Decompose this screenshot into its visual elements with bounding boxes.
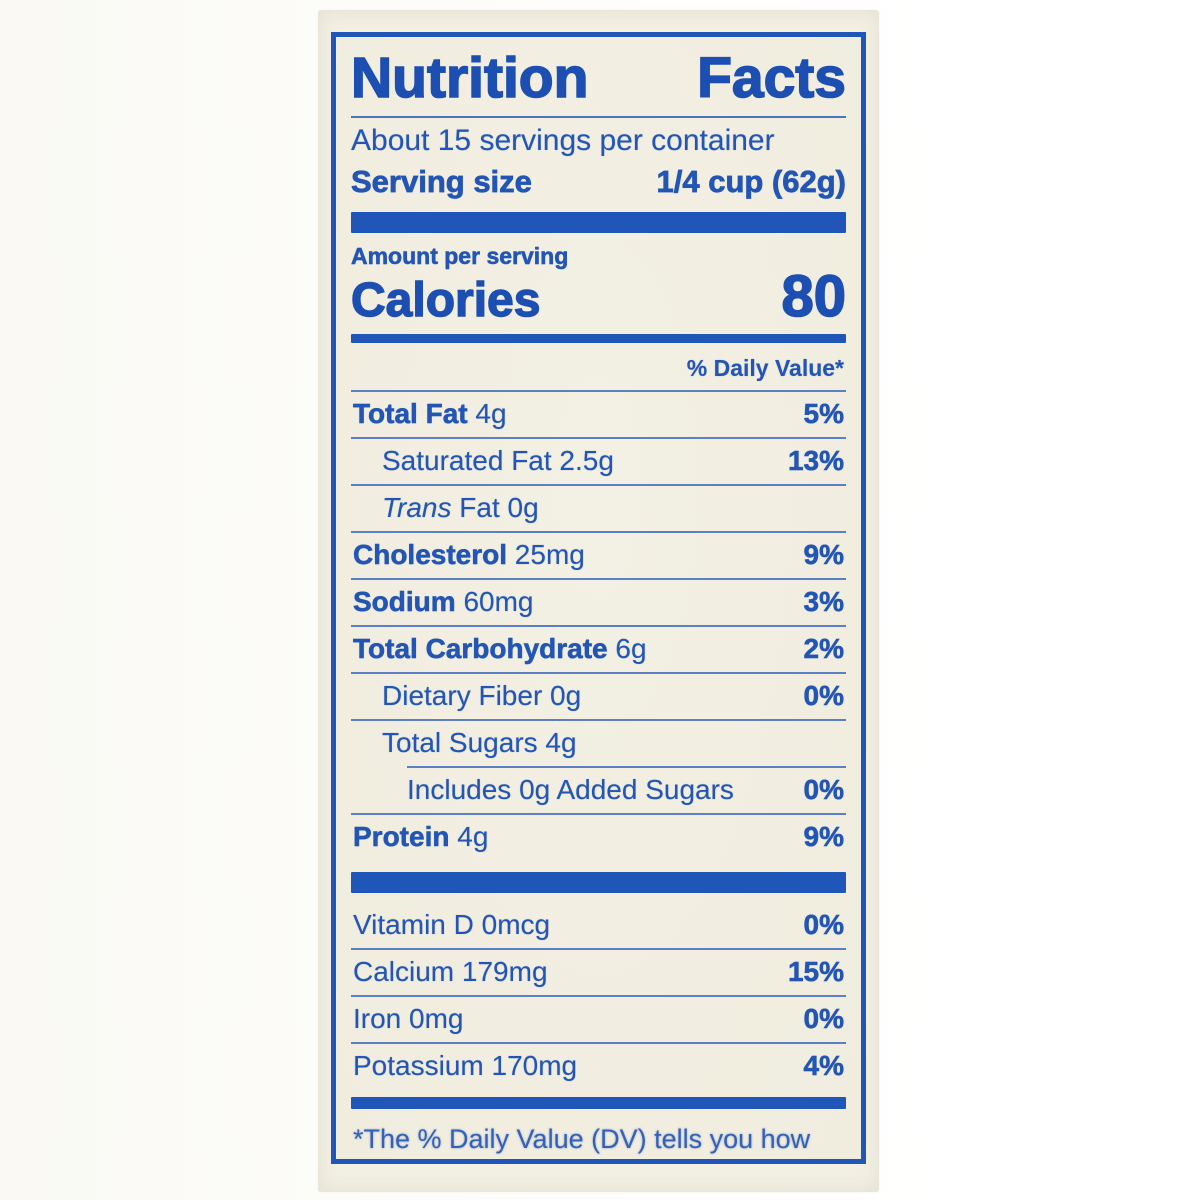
nutrient-row: Cholesterol 25mg 9% <box>351 531 846 578</box>
nutrient-row: Includes 0g Added Sugars 0% <box>407 766 846 813</box>
nutrient-name: Dietary Fiber 0g <box>382 680 582 712</box>
nutrient-row: Potassium 170mg 4% <box>351 1042 846 1089</box>
calories-value: 80 <box>781 263 847 329</box>
nutrient-row: Protein 4g 9% <box>351 813 846 860</box>
nutrient-row: Saturated Fat 2.5g 13% <box>351 437 846 484</box>
daily-value-percent: 9% <box>803 821 844 853</box>
nutrient-name: Potassium 170mg <box>353 1050 578 1082</box>
nutrient-name: Vitamin D 0mcg <box>353 909 551 941</box>
serving-size-row: Serving size 1/4 cup (62g) <box>351 163 847 200</box>
label-title: Nutrition Facts <box>350 46 847 110</box>
separator-bar-footnote <box>351 1097 846 1110</box>
calories-label: Calories <box>350 273 541 327</box>
nutrient-row: Dietary Fiber 0g 0% <box>351 672 846 719</box>
separator-bar-calories <box>351 334 846 344</box>
calories-row: Calories 80 <box>350 263 847 329</box>
nutrient-name: Total Fat 4g <box>353 398 507 430</box>
nutrient-name: Total Carbohydrate 6g <box>353 633 647 665</box>
nutrition-facts-box: Nutrition Facts About 15 servings per co… <box>331 32 866 1164</box>
nutrient-row: Iron 0mg 0% <box>351 995 846 1042</box>
nutrient-name: Calcium 179mg <box>353 956 548 988</box>
nutrient-row: Total Sugars 4g <box>351 719 846 766</box>
nutrient-row: Trans Fat 0g <box>351 484 846 531</box>
daily-value-percent: 2% <box>803 633 844 665</box>
nutrient-name: Trans Fat 0g <box>382 492 539 524</box>
daily-value-percent: 0% <box>803 1003 844 1035</box>
serving-size-label: Serving size <box>351 163 533 199</box>
daily-value-footnote: *The % Daily Value (DV) tells you how mu… <box>353 1124 811 1155</box>
nutrient-name: Total Sugars 4g <box>382 727 577 759</box>
separator-bar-middle <box>351 872 846 894</box>
daily-value-percent: 9% <box>803 539 844 571</box>
daily-value-percent: 13% <box>787 445 845 477</box>
nutrient-name: Cholesterol 25mg <box>353 539 585 571</box>
nutrient-name: Sodium 60mg <box>353 586 534 618</box>
divider-under-title <box>351 115 846 118</box>
nutrient-name: Includes 0g Added Sugars <box>407 774 734 806</box>
nutrient-row: Vitamin D 0mcg 0% <box>351 903 846 948</box>
micronutrient-rows: Vitamin D 0mcg 0% Calcium 179mg 15% Iron 0mg… <box>351 903 846 1089</box>
serving-size-value: 1/4 cup (62g) <box>656 163 846 199</box>
daily-value-percent: 0% <box>803 774 844 806</box>
daily-value-header: % Daily Value* <box>686 355 844 382</box>
daily-value-percent: 0% <box>803 680 844 712</box>
separator-bar-top <box>351 211 846 233</box>
nutrient-name: Saturated Fat 2.5g <box>382 445 614 477</box>
nutrition-label-panel: Nutrition Facts About 15 servings per co… <box>318 10 879 1192</box>
nutrient-row: Total Fat 4g 5% <box>351 390 846 437</box>
daily-value-percent: 5% <box>803 398 844 430</box>
amount-per-serving-label: Amount per serving <box>351 242 569 270</box>
daily-value-percent: 4% <box>803 1050 844 1082</box>
nutrient-row: Sodium 60mg 3% <box>351 578 846 625</box>
nutrient-row: Total Carbohydrate 6g 2% <box>351 625 846 672</box>
nutrient-name: Protein 4g <box>353 821 489 853</box>
nutrient-rows: Total Fat 4g 5% Saturated Fat 2.5g 13% Trans… <box>351 390 846 860</box>
daily-value-percent: 0% <box>803 909 844 941</box>
nutrient-row: Calcium 179mg 15% <box>351 948 846 995</box>
nutrient-name: Iron 0mg <box>353 1003 464 1035</box>
daily-value-percent: 15% <box>787 956 845 988</box>
daily-value-percent: 3% <box>803 586 844 618</box>
servings-per-container: About 15 servings per container <box>351 123 775 157</box>
